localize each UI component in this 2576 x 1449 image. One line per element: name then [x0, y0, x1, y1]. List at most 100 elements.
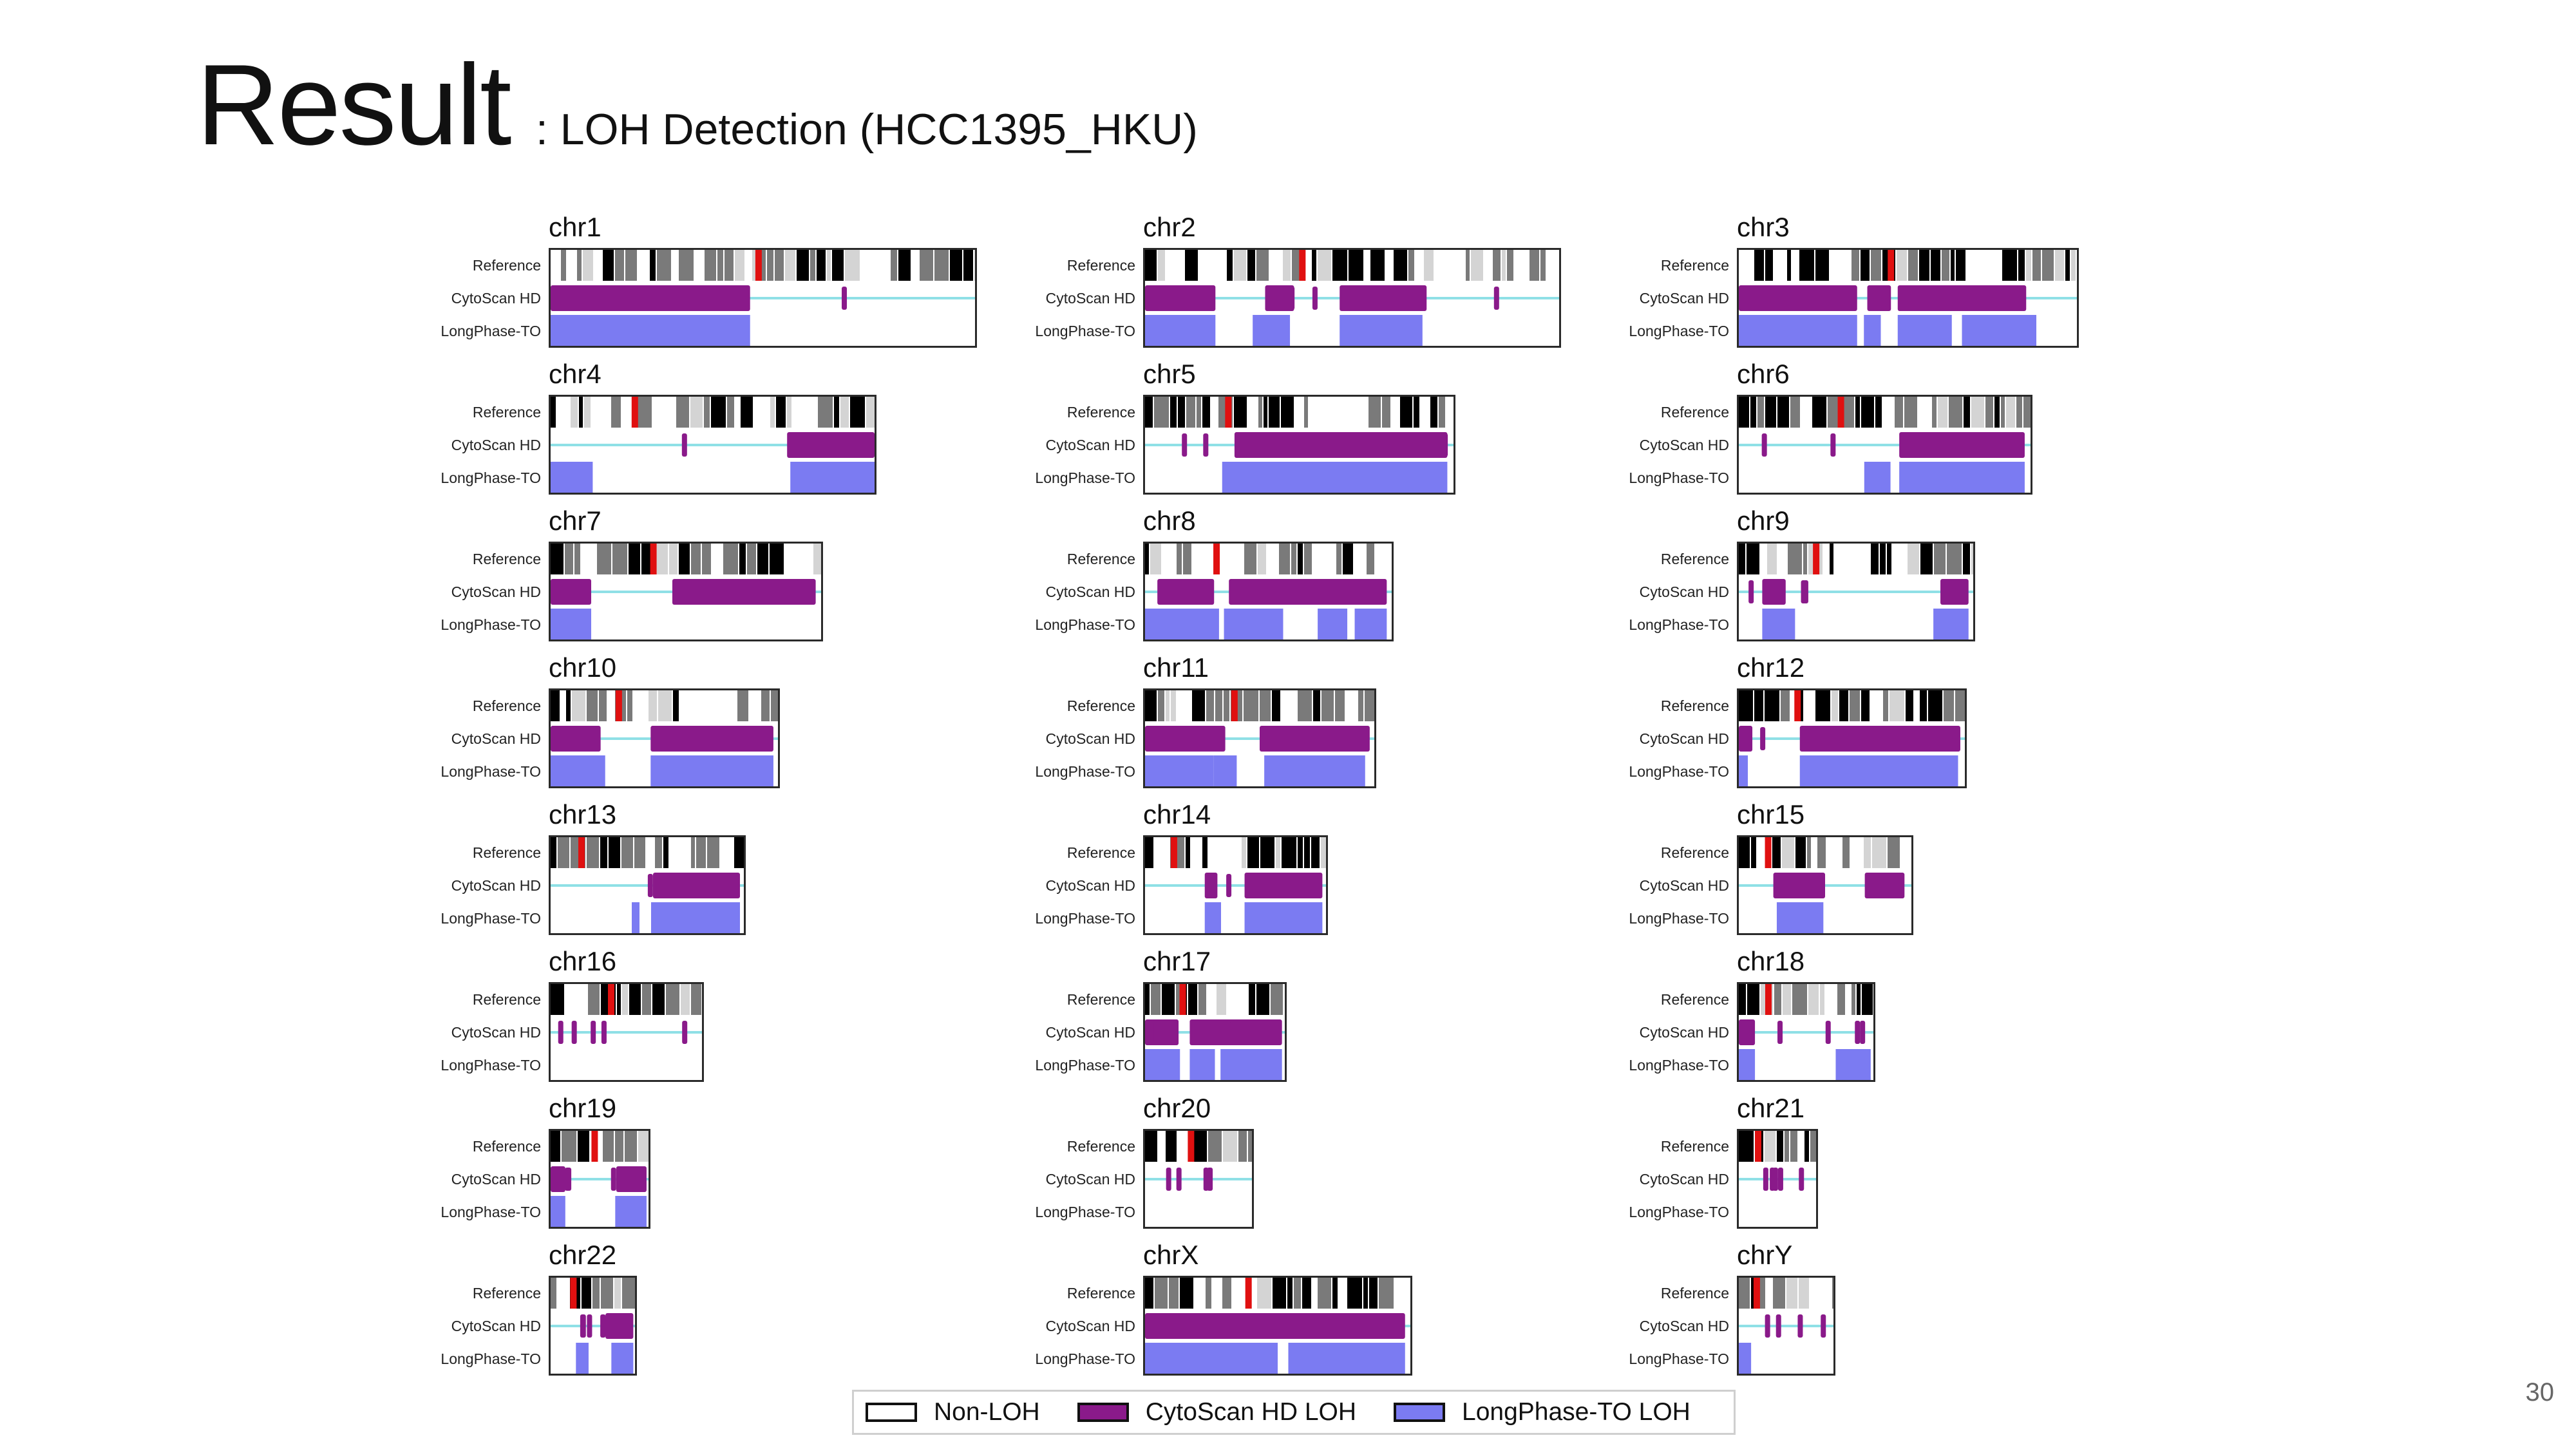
- reference-band: [652, 984, 665, 1015]
- reference-band: [724, 250, 734, 281]
- cytoscan-loh-marker: [793, 580, 799, 603]
- reference-band: [920, 250, 933, 281]
- reference-band: [1166, 690, 1170, 721]
- centromere-mark: [1245, 1278, 1252, 1309]
- reference-band: [1304, 397, 1308, 428]
- centromere-mark: [1299, 250, 1306, 281]
- centromere-mark: [570, 1278, 577, 1309]
- reference-band: [1238, 1131, 1247, 1162]
- chromosome-plot-svg: [1145, 397, 1454, 493]
- reference-band: [1883, 690, 1888, 721]
- row-label: LongPhase-TO: [440, 323, 541, 339]
- reference-band: [601, 1278, 613, 1309]
- slide-title-sub: : LOH Detection (HCC1395_HKU): [536, 105, 1198, 154]
- cytoscan-loh-marker: [601, 1021, 607, 1044]
- reference-band: [1358, 690, 1363, 721]
- reference-band: [663, 837, 668, 868]
- cytoscan-loh-marker: [565, 580, 571, 603]
- cytoscan-loh-segment: [1145, 1313, 1299, 1339]
- chromosome-plot: [549, 982, 704, 1082]
- reference-band: [707, 837, 719, 868]
- reference-band: [1767, 544, 1777, 574]
- reference-band: [1837, 984, 1845, 1015]
- cytoscan-loh-segment: [1340, 285, 1427, 311]
- reference-band: [1955, 690, 1965, 721]
- cytoscan-loh-marker: [1938, 727, 1944, 750]
- reference-band: [638, 1131, 649, 1162]
- cytoscan-loh-marker: [724, 874, 730, 897]
- row-label: Reference: [472, 844, 541, 861]
- reference-band: [1772, 837, 1781, 868]
- cytoscan-loh-marker: [1906, 433, 1911, 457]
- cytoscan-loh-segment: [1867, 285, 1891, 311]
- reference-band: [1379, 1278, 1394, 1309]
- cytoscan-loh-marker: [842, 287, 848, 310]
- reference-band: [1751, 837, 1756, 868]
- reference-band: [587, 690, 598, 721]
- reference-band: [1269, 397, 1280, 428]
- cytoscan-loh-marker: [1871, 727, 1877, 750]
- reference-band: [1919, 250, 1929, 281]
- reference-band: [561, 250, 566, 281]
- cytoscan-loh-segment: [1899, 432, 2025, 458]
- reference-band: [1852, 984, 1855, 1015]
- reference-band: [1180, 1278, 1193, 1309]
- legend-item-longphase-loh: LongPhase-TO LOH: [1394, 1398, 1690, 1426]
- reference-band: [658, 690, 672, 721]
- longphase-loh-segment: [1835, 1049, 1871, 1080]
- cytoscan-loh-segment: [1265, 285, 1294, 311]
- reference-band: [1920, 690, 1927, 721]
- reference-band: [642, 984, 651, 1015]
- reference-band: [1430, 397, 1437, 428]
- centromere-mark: [591, 1131, 598, 1162]
- reference-band: [963, 250, 973, 281]
- cytoscan-loh-segment: [653, 873, 740, 898]
- reference-band: [1875, 397, 1882, 428]
- row-label: LongPhase-TO: [1629, 469, 1729, 486]
- row-label: Reference: [472, 1138, 541, 1155]
- chromosome-plot: [549, 248, 977, 348]
- row-label: CytoScan HD: [1639, 1318, 1729, 1334]
- row-label: Reference: [1066, 404, 1135, 421]
- reference-band: [1871, 544, 1879, 574]
- row-label: LongPhase-TO: [440, 469, 541, 486]
- reference-band: [1908, 250, 1918, 281]
- reference-band: [1257, 1278, 1271, 1309]
- reference-band: [1804, 1131, 1809, 1162]
- reference-band: [1260, 837, 1274, 868]
- cytoscan-loh-marker: [1153, 1021, 1159, 1044]
- cytoscan-loh-marker: [735, 580, 741, 603]
- row-label: LongPhase-TO: [1035, 1204, 1135, 1220]
- cytoscan-loh-marker: [1493, 287, 1499, 310]
- centromere-mark: [1179, 984, 1186, 1015]
- reference-band: [2006, 397, 2015, 428]
- row-label: Reference: [1660, 697, 1729, 714]
- cytoscan-loh-marker: [717, 287, 723, 310]
- reference-band: [551, 984, 564, 1015]
- row-label: Reference: [472, 551, 541, 567]
- reference-band: [810, 250, 815, 281]
- reference-band: [1162, 984, 1175, 1015]
- reference-band: [1186, 837, 1190, 868]
- reference-band: [1852, 250, 1859, 281]
- legend-item-non-loh: Non-LOH: [866, 1398, 1040, 1426]
- chromosome-plot: [549, 395, 876, 495]
- reference-band: [770, 544, 784, 574]
- cytoscan-loh-marker: [611, 1168, 616, 1191]
- reference-band: [1312, 250, 1316, 281]
- reference-band: [1815, 690, 1830, 721]
- reference-band: [1949, 397, 1962, 428]
- chromosome-title: chr17: [1143, 946, 1211, 976]
- cytoscan-loh-segment: [1293, 1313, 1405, 1339]
- reference-band: [582, 1278, 591, 1309]
- reference-band: [775, 250, 784, 281]
- cytoscan-loh-marker: [1340, 727, 1345, 750]
- chromosome-plot: [1143, 542, 1394, 641]
- reference-band: [1304, 544, 1312, 574]
- reference-band: [1151, 984, 1160, 1015]
- reference-band: [577, 250, 582, 281]
- cytoscan-loh-marker: [1748, 580, 1754, 603]
- reference-band: [711, 397, 726, 428]
- cytoscan-loh-segment: [605, 1313, 634, 1339]
- reference-band: [1343, 544, 1353, 574]
